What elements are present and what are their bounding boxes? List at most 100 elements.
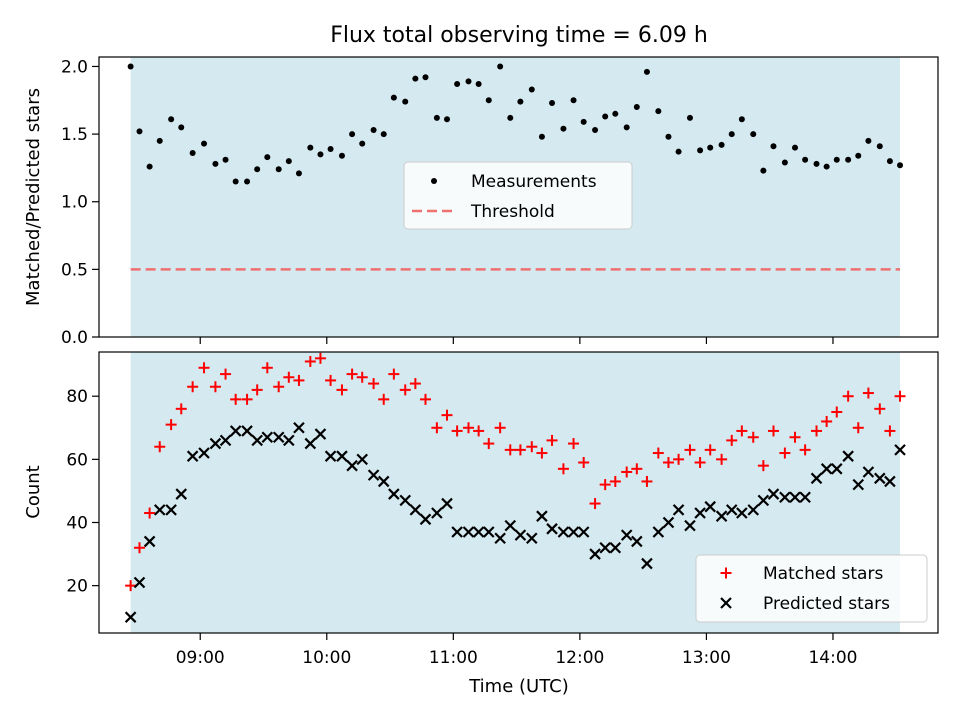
predicted-star-point-stroke <box>186 450 199 462</box>
matched-star-point <box>378 393 390 405</box>
matched-star-point <box>716 453 728 465</box>
matched-star-point <box>811 425 823 437</box>
measurement-point <box>707 144 714 151</box>
measurement-point <box>244 178 251 185</box>
predicted-star-point-stroke <box>175 488 188 500</box>
measurement-point <box>802 156 809 163</box>
predicted-star-point-stroke <box>631 535 643 548</box>
matched-star-point <box>852 422 864 434</box>
predicted-star-point <box>609 541 622 554</box>
predicted-star-point <box>589 548 601 560</box>
matched-star-point <box>578 457 590 469</box>
predicted-star-point-stroke <box>526 532 538 545</box>
predicted-star-point <box>820 463 833 475</box>
measurement-point <box>402 98 409 105</box>
predicted-star-point-stroke <box>451 526 463 538</box>
predicted-star-point <box>715 510 728 522</box>
measurement-point <box>750 131 757 138</box>
predicted-star-point <box>399 494 412 507</box>
predicted-star-point <box>736 507 748 519</box>
matched-star-point <box>409 378 421 390</box>
measurement-point <box>370 127 377 134</box>
legend-predicted-marker <box>720 597 732 609</box>
predicted-star-point <box>799 491 811 504</box>
predicted-star-point-stroke <box>557 526 570 538</box>
count-y-tick-label: 60 <box>66 450 88 470</box>
measurement-point <box>485 97 492 104</box>
measurement-point <box>570 97 577 104</box>
predicted-star-point-stroke <box>261 431 274 444</box>
measurement-point <box>738 116 745 123</box>
predicted-star-point-stroke <box>684 519 696 532</box>
measurement-point <box>823 163 830 170</box>
predicted-star-point-stroke <box>736 507 748 519</box>
predicted-star-point <box>830 463 843 475</box>
predicted-star-point <box>779 491 791 504</box>
predicted-star-point-stroke <box>874 472 886 485</box>
predicted-star-point <box>451 526 463 538</box>
measurement-point <box>865 137 872 144</box>
predicted-star-point-stroke <box>830 463 843 475</box>
predicted-star-point-stroke <box>852 478 865 491</box>
predicted-star-point-stroke <box>494 532 506 545</box>
predicted-star-point <box>577 526 590 538</box>
predicted-star-point-stroke <box>567 526 580 538</box>
measurement-point <box>697 147 704 154</box>
predicted-star-point-stroke <box>143 535 156 548</box>
measurement-point <box>454 81 461 88</box>
matched-star-point <box>599 479 611 491</box>
matched-star-point <box>514 444 526 456</box>
matched-star-point <box>799 444 811 456</box>
predicted-star-point-stroke <box>799 491 811 504</box>
measurement-point <box>136 128 143 135</box>
legend-matched-label: Matched stars <box>763 564 883 584</box>
measurement-point <box>275 166 282 173</box>
predicted-star-point <box>165 504 177 516</box>
matched-star-point <box>356 371 368 383</box>
matched-star-point <box>726 434 738 446</box>
matched-star-point <box>346 368 358 380</box>
matched-star-point <box>789 431 801 443</box>
predicted-star-point-stroke <box>324 450 337 462</box>
matched-star-point <box>133 542 145 554</box>
predicted-star-point <box>874 472 886 485</box>
x-tick-label: 13:00 <box>682 648 731 668</box>
measurement-point <box>718 141 725 148</box>
measurement-point <box>897 162 904 169</box>
predicted-star-point <box>441 497 453 510</box>
predicted-star-point <box>143 535 156 548</box>
predicted-star-point <box>884 475 896 488</box>
measurement-point <box>633 104 640 111</box>
predicted-star-point-stroke <box>409 504 422 516</box>
predicted-star-point-stroke <box>767 488 780 500</box>
matched-star-point <box>441 409 453 421</box>
measurement-point <box>528 86 535 93</box>
matched-star-point <box>831 406 843 418</box>
predicted-star-point <box>810 472 823 485</box>
matched-star-point <box>154 441 166 453</box>
predicted-star-point <box>620 529 633 541</box>
measurement-point <box>422 74 429 81</box>
measurement-point <box>813 160 820 167</box>
predicted-star-point-stroke <box>842 450 854 462</box>
matched-star-point <box>273 381 285 393</box>
predicted-star-point <box>894 444 906 456</box>
matched-star-point <box>399 384 411 396</box>
measurement-point <box>307 144 314 151</box>
ratio-y-tick-label: 0.0 <box>61 328 88 348</box>
measurement-point <box>580 118 587 125</box>
predicted-star-point <box>567 526 580 538</box>
matched-star-point <box>842 390 854 402</box>
measurement-point <box>507 114 514 121</box>
predicted-star-point-stroke <box>209 437 222 450</box>
predicted-star-point <box>842 450 854 462</box>
predicted-star-point <box>175 488 188 500</box>
predicted-star-point-stroke <box>662 516 675 529</box>
matched-star-point <box>779 447 791 459</box>
predicted-star-point-stroke <box>504 519 517 532</box>
predicted-star-point-stroke <box>757 494 770 507</box>
predicted-star-point-stroke <box>377 475 390 488</box>
predicted-star-point <box>198 447 210 459</box>
measurement-point <box>349 131 356 138</box>
predicted-star-point-stroke <box>304 437 317 450</box>
